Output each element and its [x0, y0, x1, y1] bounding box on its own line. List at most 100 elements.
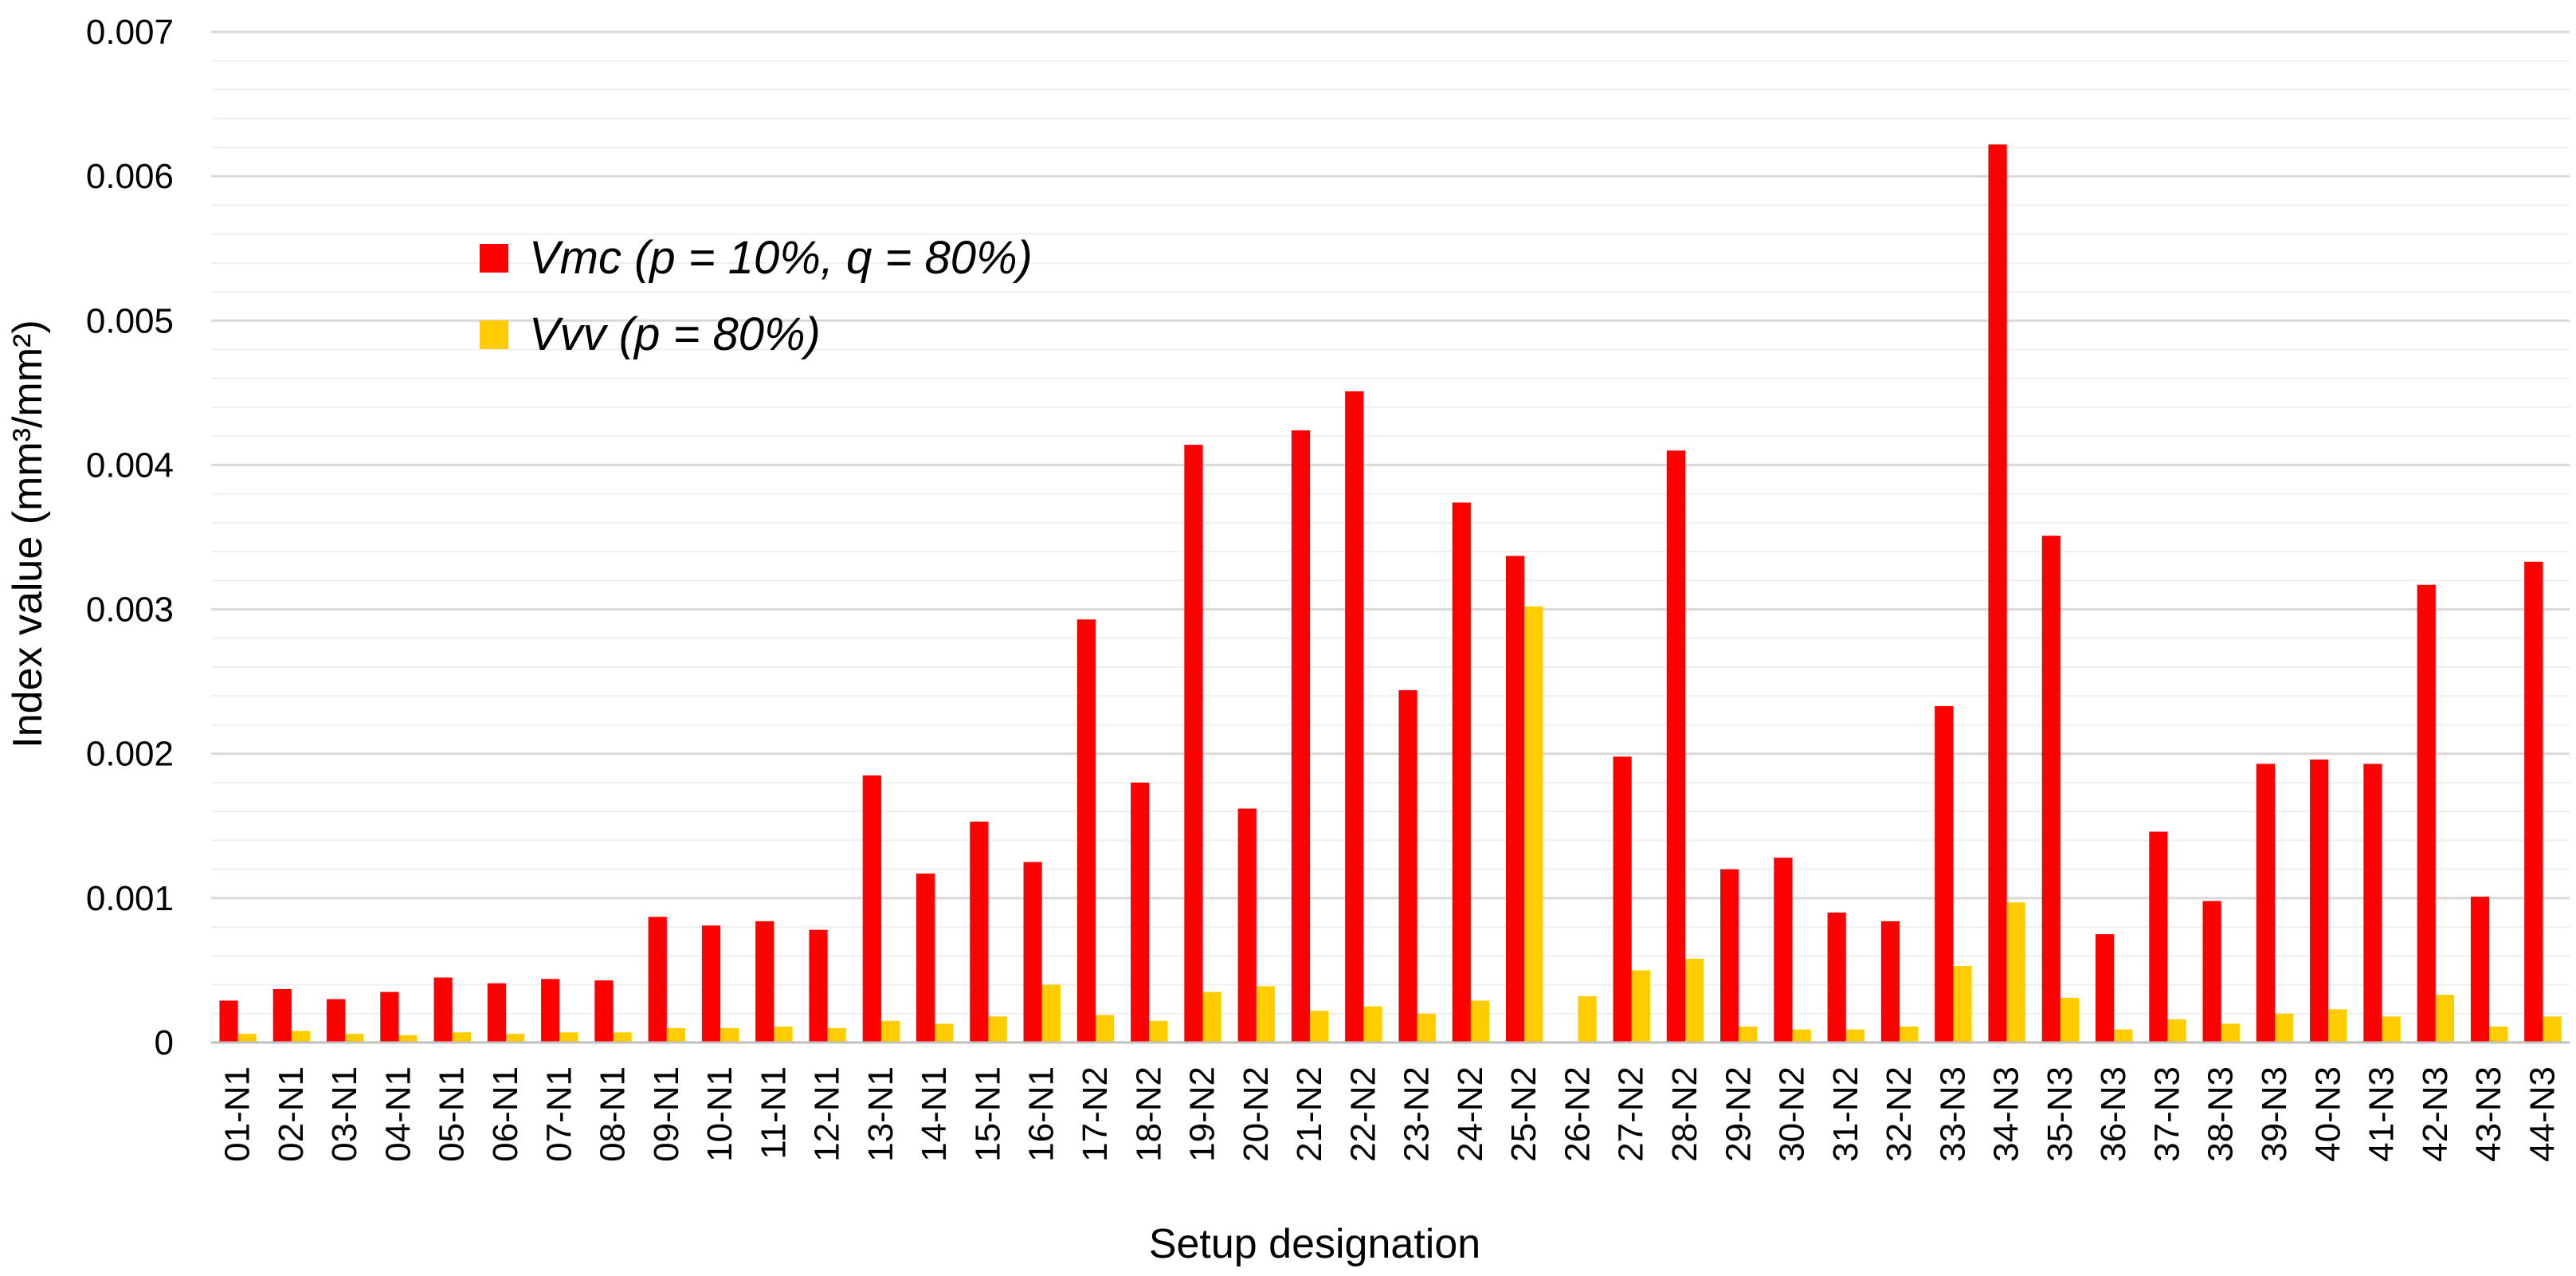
- bar-vvv-06-N1: [506, 1034, 525, 1042]
- x-tick-label: 09-N1: [647, 1066, 686, 1162]
- bars: [219, 144, 2562, 1043]
- bar-vmc-30-N2: [1774, 858, 1793, 1042]
- x-tick-label: 42-N3: [2416, 1066, 2455, 1162]
- bar-vmc-02-N1: [272, 988, 292, 1042]
- bar-vvv-43-N3: [2489, 1027, 2508, 1042]
- bar-vvv-10-N1: [720, 1027, 739, 1042]
- bar-vmc-05-N1: [433, 977, 453, 1042]
- x-tick-label: 43-N3: [2469, 1066, 2508, 1162]
- legend-label-vmc: Vmc (p = 10%, q = 80%): [529, 232, 1033, 284]
- x-tick-label: 27-N2: [1612, 1066, 1651, 1162]
- x-axis-title: Setup designation: [1149, 1221, 1480, 1267]
- x-tick-label: 06-N1: [486, 1066, 525, 1162]
- bar-vmc-37-N3: [2149, 831, 2168, 1042]
- bar-vvv-39-N3: [2275, 1013, 2294, 1042]
- x-tick-labels: 01-N1 02-N1 03-N1 04-N1 05-N1 06-N1 07-N1 08-N1…: [218, 1066, 2562, 1162]
- bar-vvv-17-N2: [1096, 1015, 1115, 1042]
- x-tick-label: 28-N2: [1665, 1066, 1704, 1162]
- x-tick-label: 15-N1: [968, 1066, 1007, 1162]
- bar-vvv-08-N1: [613, 1032, 632, 1042]
- bar-vmc-10-N1: [701, 925, 721, 1042]
- x-tick-label: 02-N1: [272, 1066, 311, 1162]
- bar-vvv-22-N2: [1363, 1006, 1382, 1042]
- bar-vvv-30-N2: [1792, 1029, 1811, 1042]
- bar-vmc-20-N2: [1237, 808, 1257, 1042]
- bar-vvv-41-N3: [2382, 1016, 2401, 1042]
- x-tick-label: 38-N3: [2202, 1066, 2241, 1162]
- bar-vmc-16-N1: [1023, 862, 1042, 1042]
- x-tick-label: 36-N3: [2094, 1066, 2133, 1162]
- y-tick-label: 0.007: [86, 13, 174, 52]
- bar-vmc-07-N1: [541, 979, 560, 1042]
- bar-vvv-11-N1: [774, 1027, 793, 1042]
- bar-vvv-14-N1: [935, 1023, 954, 1042]
- bar-vvv-35-N3: [2060, 997, 2080, 1042]
- bar-vvv-09-N1: [666, 1027, 686, 1042]
- y-tick-label: 0.003: [86, 591, 174, 630]
- bar-vvv-13-N1: [880, 1020, 900, 1042]
- x-tick-label: 13-N1: [861, 1066, 900, 1162]
- bar-vmc-35-N3: [2041, 536, 2060, 1042]
- x-tick-label: 34-N3: [1987, 1066, 2026, 1162]
- bar-vmc-01-N1: [219, 1000, 238, 1042]
- bar-vvv-01-N1: [237, 1034, 257, 1042]
- bar-vmc-36-N3: [2095, 934, 2115, 1042]
- bar-vmc-14-N1: [916, 874, 935, 1042]
- x-tick-label: 41-N3: [2362, 1066, 2402, 1162]
- x-tick-label: 24-N2: [1451, 1066, 1490, 1162]
- bar-vmc-13-N1: [862, 775, 881, 1042]
- x-tick-label: 01-N1: [218, 1066, 257, 1162]
- bar-vmc-24-N2: [1452, 502, 1471, 1042]
- bar-vvv-15-N1: [988, 1016, 1007, 1042]
- bar-vvv-20-N2: [1256, 986, 1276, 1042]
- legend: Vmc (p = 10%, q = 80%) Vvv (p = 80%): [480, 232, 1033, 360]
- y-axis-title: Index value (mm³/mm²): [5, 320, 51, 748]
- bar-vvv-32-N2: [1900, 1027, 1919, 1042]
- bar-vmc-17-N2: [1076, 619, 1096, 1042]
- legend-swatch-vvv: [480, 320, 508, 349]
- bar-vmc-31-N2: [1827, 912, 1846, 1042]
- bar-vmc-06-N1: [487, 983, 506, 1042]
- x-tick-label: 32-N2: [1880, 1066, 1919, 1162]
- bar-vmc-18-N2: [1131, 782, 1150, 1042]
- bar-vvv-33-N3: [1953, 965, 1972, 1042]
- bar-vmc-15-N1: [970, 821, 989, 1042]
- bar-vvv-26-N2: [1578, 996, 1597, 1042]
- bar-vvv-16-N1: [1041, 984, 1061, 1042]
- x-tick-label: 33-N3: [1933, 1066, 1972, 1162]
- x-tick-label: 18-N2: [1129, 1066, 1168, 1162]
- bar-vvv-31-N2: [1845, 1029, 1865, 1042]
- bar-vmc-11-N1: [755, 921, 774, 1042]
- x-tick-label: 03-N1: [325, 1066, 364, 1162]
- x-tick-label: 39-N3: [2255, 1066, 2294, 1162]
- bar-vmc-42-N3: [2417, 584, 2436, 1042]
- x-tick-label: 14-N1: [915, 1066, 954, 1162]
- x-tick-label: 08-N1: [594, 1066, 633, 1162]
- y-tick-label: 0.001: [86, 879, 174, 918]
- x-tick-label: 35-N3: [2041, 1066, 2080, 1162]
- bar-vmc-38-N3: [2202, 901, 2221, 1042]
- bar-vvv-37-N3: [2167, 1019, 2186, 1042]
- bar-vmc-21-N2: [1291, 430, 1311, 1042]
- bar-vmc-34-N3: [1988, 144, 2007, 1043]
- bar-vmc-19-N2: [1184, 445, 1203, 1042]
- bar-vmc-27-N2: [1613, 756, 1632, 1042]
- bar-vmc-32-N2: [1880, 921, 1900, 1042]
- bar-vvv-07-N1: [559, 1032, 578, 1042]
- bar-vmc-04-N1: [380, 991, 399, 1042]
- x-tick-label: 44-N3: [2523, 1066, 2562, 1162]
- bar-vvv-42-N3: [2435, 995, 2455, 1042]
- bar-vvv-24-N2: [1470, 1000, 1490, 1042]
- legend-swatch-vmc: [480, 244, 508, 273]
- x-tick-label: 12-N1: [808, 1066, 847, 1162]
- bar-vvv-28-N2: [1685, 958, 1704, 1042]
- x-tick-label: 20-N2: [1237, 1066, 1276, 1162]
- x-tick-label: 19-N2: [1183, 1066, 1222, 1162]
- x-tick-label: 11-N1: [754, 1066, 793, 1160]
- bar-vmc-22-N2: [1345, 391, 1364, 1042]
- bar-vvv-23-N2: [1417, 1013, 1436, 1042]
- x-tick-label: 23-N2: [1398, 1066, 1437, 1162]
- x-tick-label: 07-N1: [539, 1066, 578, 1162]
- bar-vmc-12-N1: [809, 929, 828, 1042]
